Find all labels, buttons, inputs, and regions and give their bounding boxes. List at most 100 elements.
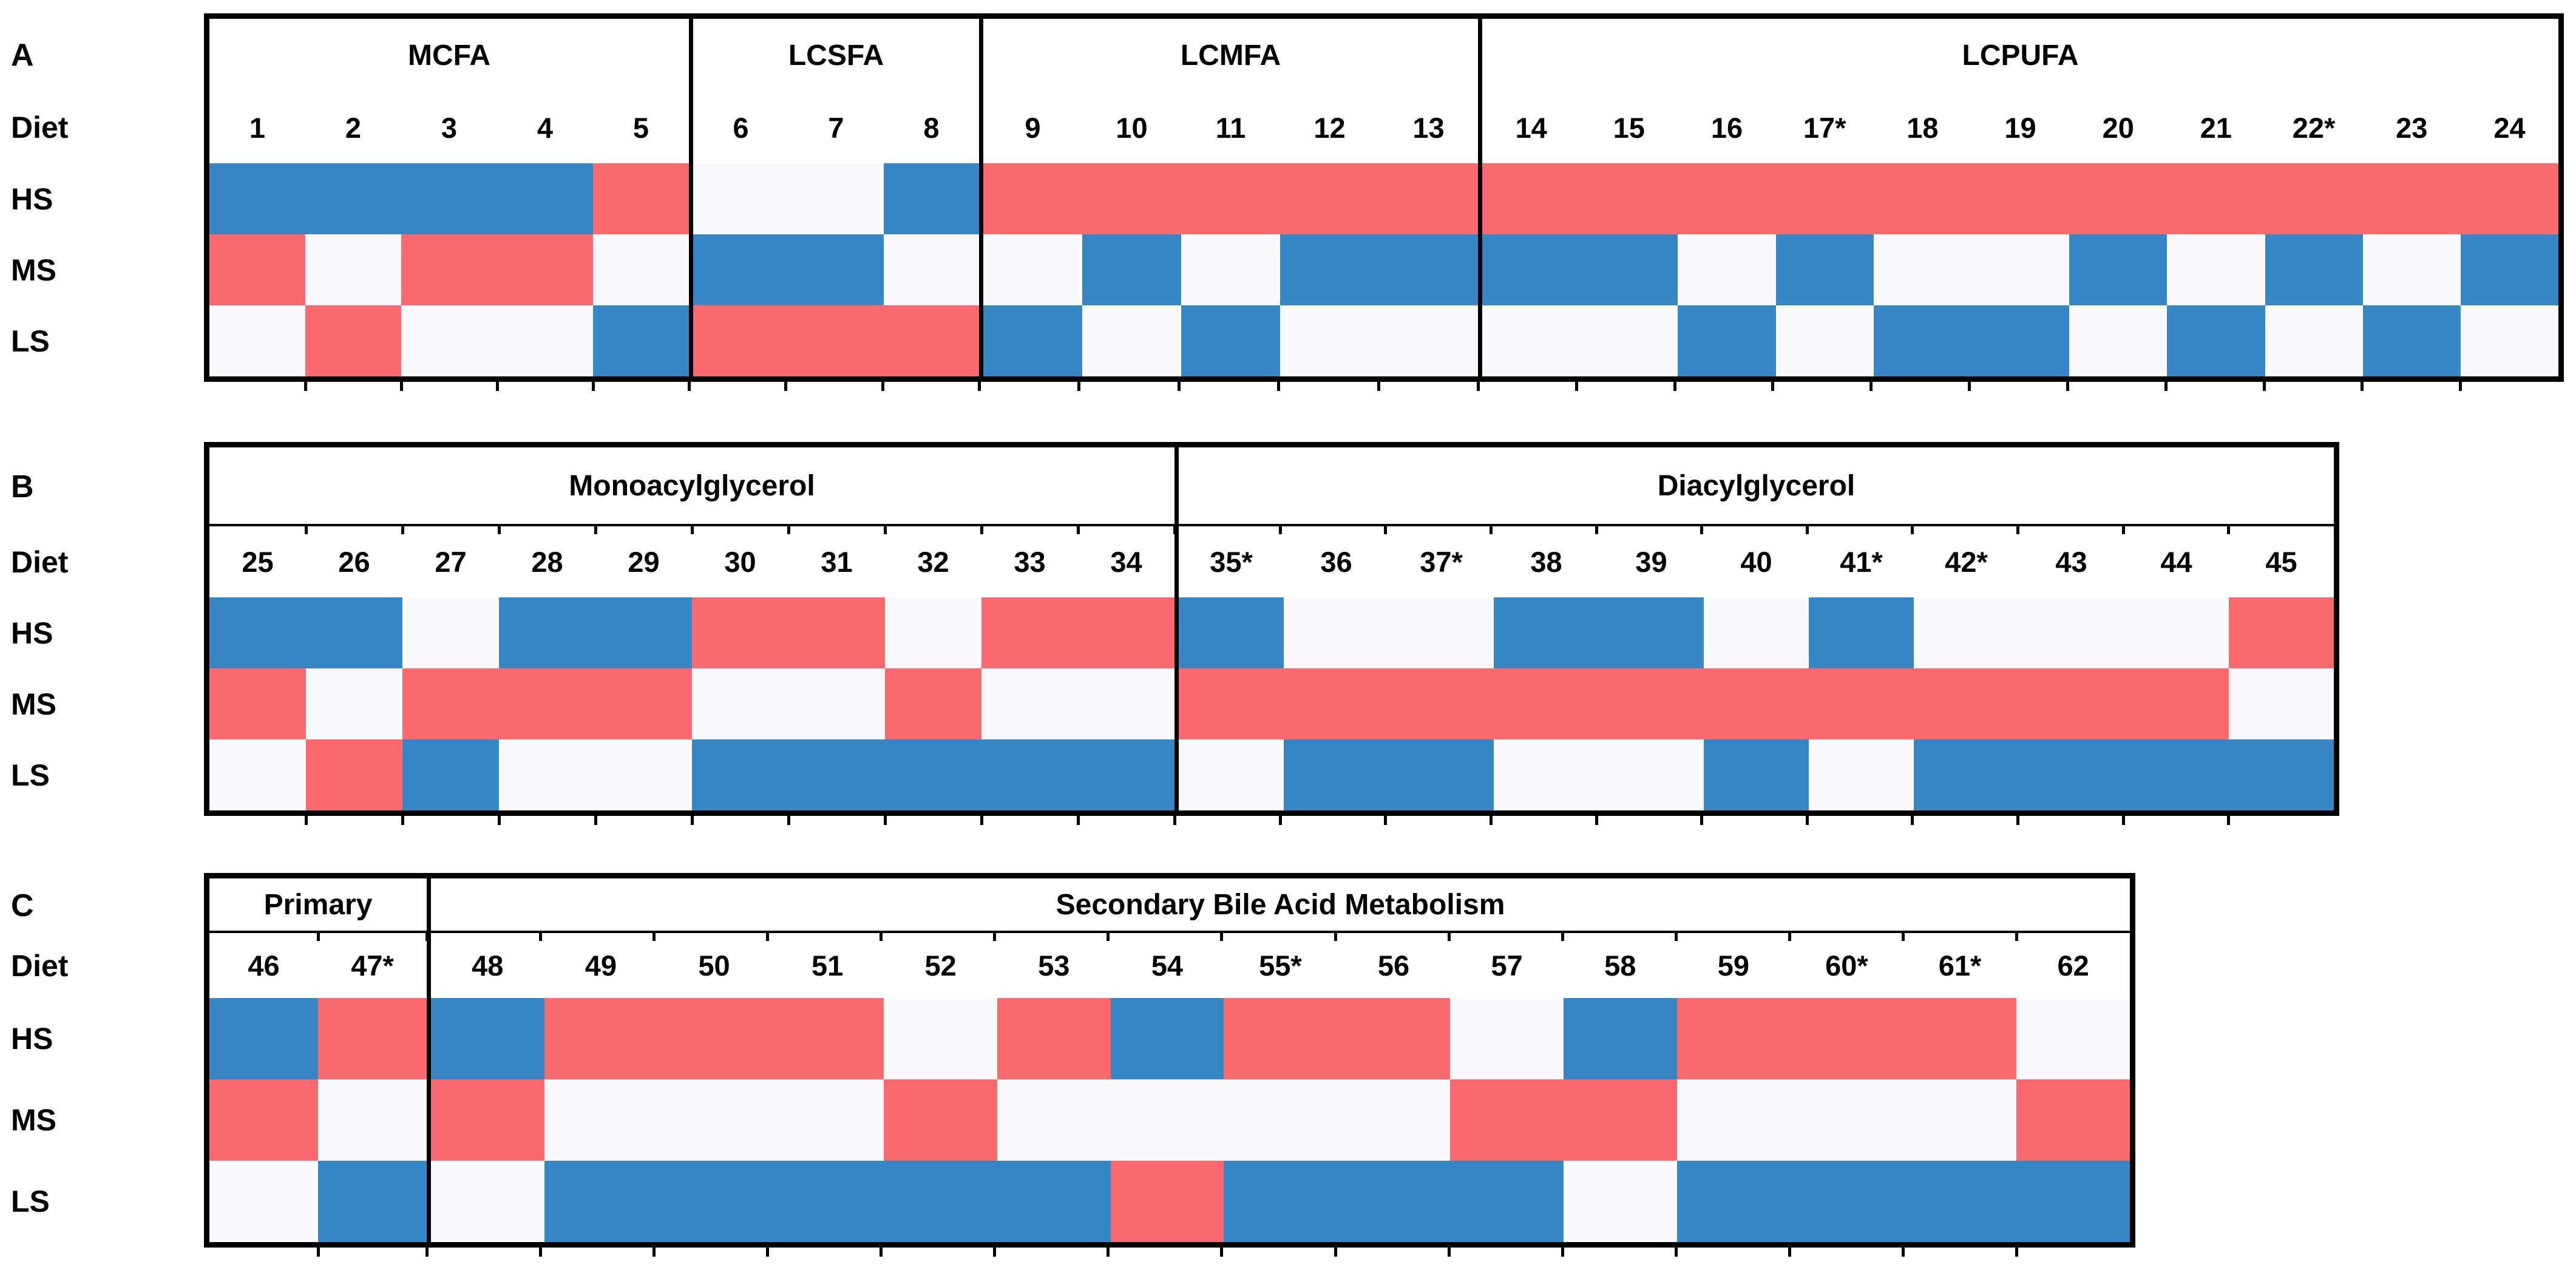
axis-tick [1575,381,1578,391]
cell-47-ls [318,1161,427,1242]
cell-42-hs [1914,597,2019,668]
axis-tick [400,381,403,391]
axis-tick [2459,381,2462,391]
axis-tick [1806,526,1809,534]
axis-tick [1911,815,1914,825]
diet-number-row: 46 47* [209,933,427,998]
row-label-ms-c: MS [11,1103,56,1137]
panel-letter-c: C [11,888,34,923]
cell-2-ms [305,234,401,305]
axis-tick [1107,1246,1110,1257]
cell-52-ms [884,1079,997,1161]
cell-27-hs [402,597,499,668]
band-row-hs [1482,163,2559,234]
diet-number-23: 23 [2396,111,2428,144]
cell-13-ms [1379,234,1478,305]
axis-tick [1675,1246,1678,1257]
diet-number-7: 7 [828,111,844,144]
cell-41-hs [1809,597,1914,668]
band-row-ls [431,1161,2130,1242]
cell-14-ls [1482,305,1581,376]
group-header-diacylglycerol: Diacylglycerol [1179,447,2334,526]
cell-23-ls [2362,305,2461,376]
cell-28-ls [499,739,595,810]
cell-60-ls [1790,1161,1903,1242]
cell-13-hs [1379,163,1478,234]
cell-48-ls [431,1161,544,1242]
cell-53-hs [997,998,1111,1079]
cell-49-ms [544,1079,658,1161]
axis-tick [594,815,597,825]
cell-1-ls [209,305,305,376]
axis-tick [304,381,307,391]
axis-tick [1911,526,1914,534]
cell-38-ls [1494,739,1599,810]
cell-26-ls [306,739,402,810]
diet-number-row: 9 10 11 12 13 [983,92,1478,163]
diet-number-1: 1 [249,111,266,144]
cell-25-ls [209,739,306,810]
cell-22-ls [2265,305,2363,376]
diet-number-17: 17* [1803,111,1846,144]
axis-tick [401,815,404,825]
axis-tick [881,381,884,391]
diet-number-50: 50 [698,949,730,982]
diet-number-4: 4 [537,111,554,144]
diet-number-16: 16 [1710,111,1743,144]
row-label-diet-c: Diet [11,948,69,983]
band-row-ms [431,1079,2130,1161]
cell-3-hs [401,163,497,234]
cell-8-ms [884,234,979,305]
diet-number-35: 35* [1210,546,1253,578]
cell-31-ls [788,739,885,810]
cell-3-ms [401,234,497,305]
cell-45-hs [2229,597,2334,668]
diet-number-2: 2 [345,111,362,144]
row-label-ls-c: LS [11,1184,50,1218]
axis-tick [2016,815,2019,825]
cell-1-hs [209,163,305,234]
cell-61-ms [1903,1079,2017,1161]
axis-tick [784,381,787,391]
axis-tick [1077,526,1080,534]
diet-number-6: 6 [733,111,749,144]
cell-11-ms [1181,234,1280,305]
axis-tick [1595,815,1598,825]
cell-44-hs [2124,597,2229,668]
axis-tick [980,815,983,825]
axis-tick [401,526,404,534]
cell-52-hs [884,998,997,1079]
band-row-ls [1482,305,2559,376]
cell-44-ls [2124,739,2229,810]
axis-tick [766,1246,769,1257]
axis-tick [2361,381,2364,391]
cell-59-ls [1676,1161,1791,1242]
diet-number-19: 19 [2004,111,2036,144]
cell-6-ms [693,234,788,305]
axis-tick [993,933,996,941]
cell-27-ls [402,739,499,810]
cell-39-hs [1599,597,1704,668]
band-row-hs [431,998,2130,1079]
cell-54-ls [1110,1161,1224,1242]
diet-number-18: 18 [1907,111,1939,144]
axis-tick [787,815,790,825]
diet-number-62: 62 [2057,949,2089,982]
axis-tick [2227,526,2230,534]
cell-33-ms [981,668,1078,739]
axis-tick [1700,526,1703,534]
axis-tick [1788,1246,1791,1257]
cell-57-ls [1450,1161,1564,1242]
cell-35-hs [1179,597,1284,668]
cell-32-ms [885,668,981,739]
cell-30-ms [692,668,788,739]
panel-letter-b: B [11,469,34,504]
cell-38-hs [1494,597,1599,668]
band-row-ms [1482,234,2559,305]
axis-tick [1490,815,1493,825]
axis-tick [1448,933,1451,941]
cell-47-hs [318,998,427,1079]
cell-4-hs [497,163,593,234]
panel-c-table: Primary 46 47* Secondary Bile Acid Metaboli… [204,873,2135,1248]
cell-23-hs [2362,163,2461,234]
